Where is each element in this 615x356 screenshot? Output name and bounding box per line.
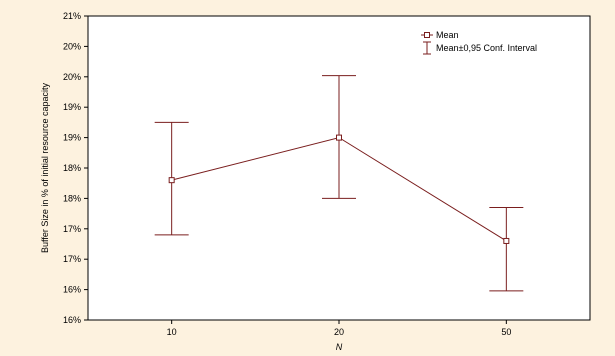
y-tick-label: 18%	[63, 193, 81, 203]
y-tick-label: 19%	[63, 133, 81, 143]
series-mean	[154, 75, 524, 292]
mean-marker	[168, 177, 175, 184]
y-tick-label: 16%	[63, 285, 81, 295]
y-tick-label: 20%	[63, 72, 81, 82]
y-axis: 16% 16% 17% 17% 18% 18% 19% 19% 20% 20% 21%	[63, 11, 88, 325]
ci-whisker	[489, 207, 524, 292]
y-tick-label: 16%	[63, 315, 81, 325]
y-tick-label: 21%	[63, 11, 81, 21]
x-axis: 10 20 50	[167, 320, 511, 337]
y-tick-label: 20%	[63, 41, 81, 51]
legend-ci-label: Mean±0,95 Conf. Interval	[436, 43, 537, 53]
legend-mean-label: Mean	[436, 30, 459, 40]
legend: Mean Mean±0,95 Conf. Interval	[421, 30, 537, 55]
legend-ci-whisker	[423, 41, 431, 55]
y-tick-label: 17%	[63, 254, 81, 264]
x-tick-label: 50	[501, 327, 511, 337]
x-tick-label: 20	[334, 327, 344, 337]
x-axis-title: N	[336, 342, 343, 352]
mean-marker	[503, 237, 510, 244]
x-tick-label: 10	[167, 327, 177, 337]
y-tick-label: 18%	[63, 163, 81, 173]
legend-mean-marker	[424, 32, 430, 38]
y-tick-label: 17%	[63, 224, 81, 234]
mean-marker	[336, 134, 342, 141]
y-tick-label: 19%	[63, 102, 81, 112]
y-axis-title: Buffer Size in % of initial resource cap…	[40, 83, 50, 253]
